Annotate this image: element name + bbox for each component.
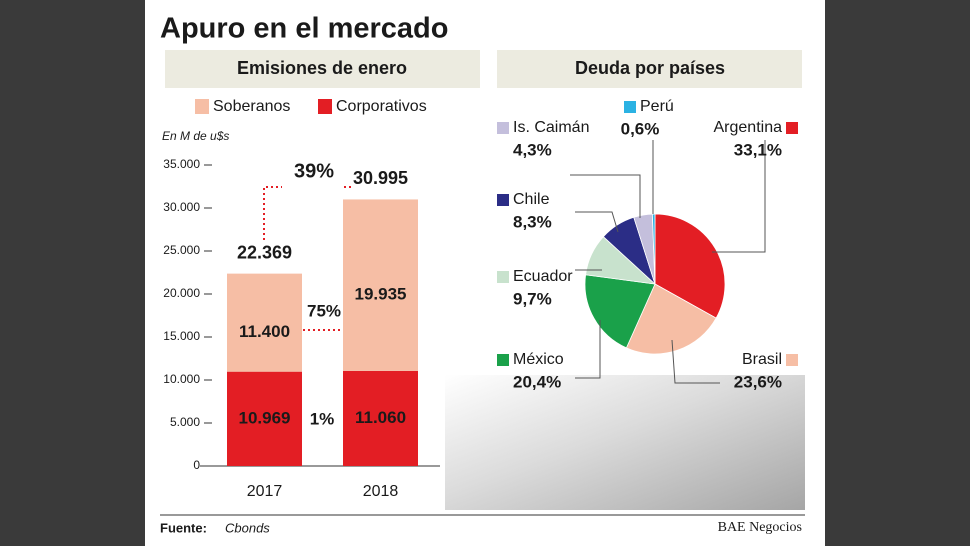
legend-swatch (318, 99, 332, 114)
pie-slice (625, 283, 717, 355)
pie-label: Ecuador (513, 268, 573, 285)
credit: BAE Negocios (718, 520, 802, 535)
pie-value: 9,7% (513, 289, 552, 308)
total-label: 30.995 (353, 168, 408, 188)
y-tick-label: 20.000 (163, 286, 200, 300)
y-tick-label: 15.000 (163, 329, 200, 343)
bar-segment (227, 371, 302, 466)
legend-swatch (497, 271, 509, 283)
legend-swatch (786, 122, 798, 134)
bar-value-label: 19.935 (355, 285, 407, 304)
legend-swatch (497, 354, 509, 366)
header-band (165, 50, 480, 88)
leader-line (671, 339, 720, 384)
chart-title: Deuda por países (575, 58, 725, 78)
x-tick-label: 2017 (247, 483, 283, 500)
pie-value: 4,3% (513, 140, 552, 159)
pie-value: 33,1% (734, 140, 782, 159)
pie-value: 23,6% (734, 372, 782, 391)
bar-value-label: 11.400 (239, 322, 290, 341)
pie-slice (584, 274, 656, 349)
source-label: Fuente: (160, 520, 207, 535)
unit-label: En M de u$s (162, 129, 229, 143)
y-tick-label: 35.000 (163, 157, 200, 171)
pie-label: Chile (513, 191, 550, 208)
annotation: 75% (307, 301, 341, 320)
pie-label: Argentina (714, 119, 783, 136)
pie-slice (654, 213, 726, 319)
y-tick-label: 5.000 (170, 415, 200, 429)
total-label: 22.369 (237, 242, 292, 262)
legend-label: Soberanos (213, 98, 290, 115)
x-tick-label: 2018 (363, 483, 399, 500)
pie-slice (651, 213, 656, 285)
annotation: 1% (310, 409, 335, 428)
pie-label: Is. Caimán (513, 119, 589, 136)
pie-label: Perú (640, 98, 674, 115)
pie-label: México (513, 351, 564, 368)
legend-swatch (786, 354, 798, 366)
bar-segment (343, 370, 418, 466)
legend-swatch (497, 122, 509, 134)
y-tick-label: 0 (193, 458, 200, 472)
bar-segment (343, 199, 418, 371)
legend-swatch (497, 194, 509, 206)
background-photo (445, 375, 805, 510)
leader-line (575, 320, 601, 379)
y-tick-label: 30.000 (163, 200, 200, 214)
annotation: 39% (294, 160, 334, 182)
leader-line (575, 211, 619, 233)
y-tick-label: 10.000 (163, 372, 200, 386)
legend-swatch (195, 99, 209, 114)
chart-title: Emisiones de enero (237, 58, 407, 78)
leader-line (712, 140, 766, 253)
legend-label: Corporativos (336, 98, 427, 115)
source: Cbonds (225, 520, 270, 535)
legend-swatch (624, 101, 636, 113)
bar-value-label: 10.969 (239, 408, 291, 427)
header-band (497, 50, 802, 88)
pie-value: 20,4% (513, 372, 561, 391)
pie-label: Brasil (742, 351, 782, 368)
pie-value: 0,6% (621, 119, 660, 138)
main-title: Apuro en el mercado (160, 13, 448, 45)
bar-segment (227, 273, 302, 372)
y-tick-label: 25.000 (163, 243, 200, 257)
bar-value-label: 11.060 (355, 408, 406, 427)
leader-line (570, 174, 641, 218)
pie-value: 8,3% (513, 212, 552, 231)
annotation-line (263, 186, 282, 240)
